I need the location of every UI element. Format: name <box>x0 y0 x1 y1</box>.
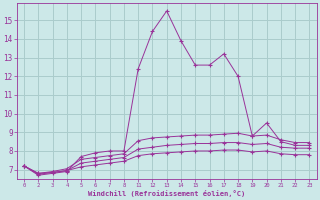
X-axis label: Windchill (Refroidissement éolien,°C): Windchill (Refroidissement éolien,°C) <box>88 190 245 197</box>
